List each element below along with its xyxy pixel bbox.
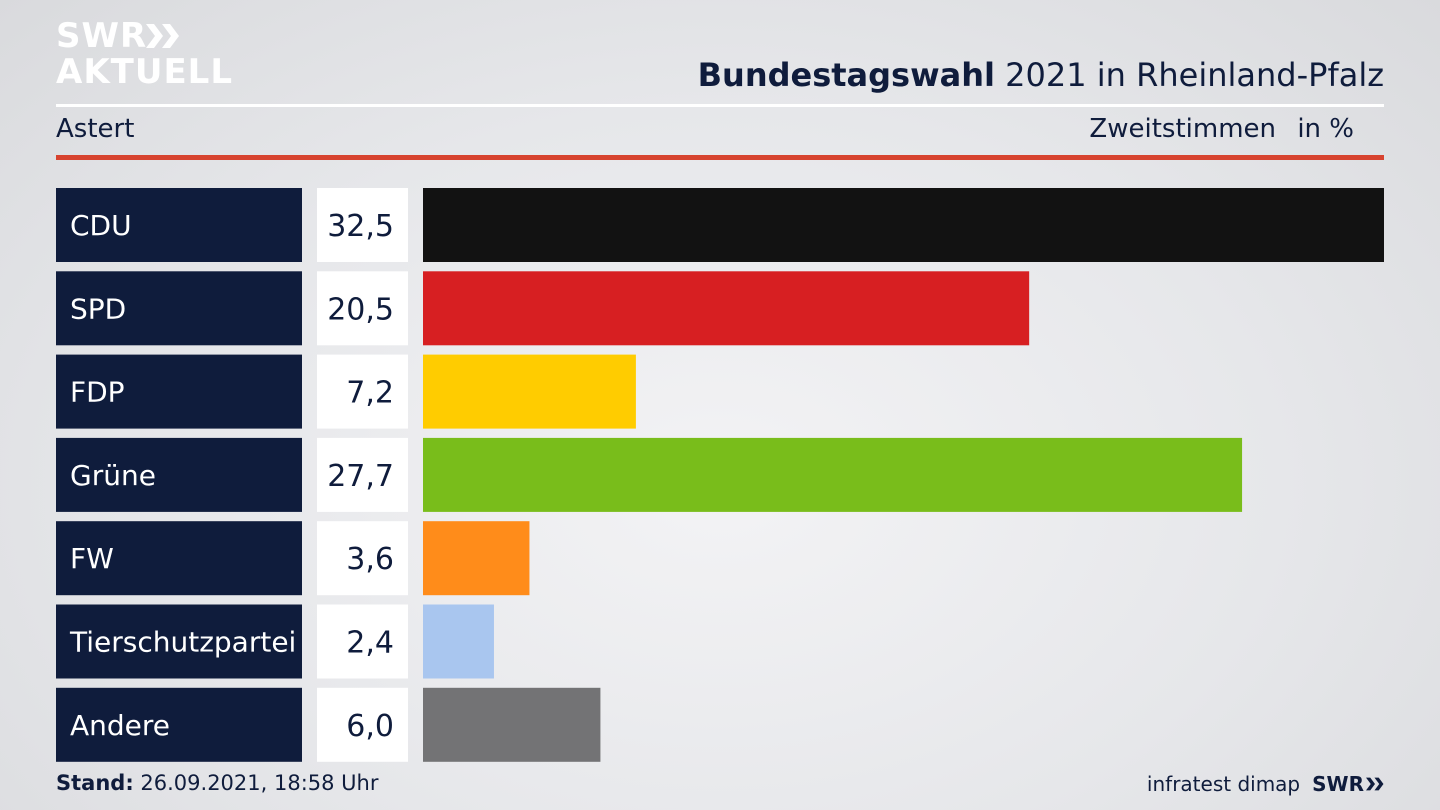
timestamp: Stand: 26.09.2021, 18:58 Uhr [56, 771, 379, 795]
double-chevron-icon [146, 24, 179, 48]
value-label-box [317, 271, 408, 346]
party-label-box [56, 521, 302, 596]
value-label-box [317, 437, 408, 512]
value-label-box [317, 604, 408, 679]
value-label-box [317, 521, 408, 596]
party-label: Tierschutzpartei [69, 626, 296, 659]
value-label: 7,2 [346, 376, 394, 411]
party-label-box [56, 271, 302, 346]
party-label-box [56, 354, 302, 429]
bar [423, 354, 636, 429]
value-label-box [317, 354, 408, 429]
header-divider [56, 104, 1384, 107]
metric-label: Zweitstimmen [1089, 114, 1276, 144]
party-label-box [56, 188, 302, 262]
stand-value: 26.09.2021, 18:58 Uhr [133, 771, 379, 795]
bar [423, 687, 601, 762]
region-label: Astert [56, 114, 135, 144]
value-label-box [317, 188, 408, 262]
logo-swr-text: SWR [56, 16, 148, 56]
party-label: SPD [70, 292, 126, 325]
value-label: 2,4 [346, 626, 394, 661]
value-label: 3,6 [346, 542, 394, 577]
bar [423, 437, 1243, 512]
accent-divider [56, 155, 1384, 160]
stand-label: Stand: [56, 771, 134, 795]
bar [423, 604, 494, 679]
swr-brand-text: SWR [1312, 772, 1364, 796]
source-credit: infratest dimap SWR [1147, 772, 1384, 796]
bar [423, 271, 1030, 346]
chart-title: Bundestagswahl 2021 in Rheinland-Pfalz [698, 56, 1384, 94]
unit-label: in % [1297, 114, 1354, 144]
source-label: infratest dimap [1146, 772, 1301, 796]
party-label: FDP [70, 376, 125, 409]
party-label: FW [70, 542, 114, 575]
party-label: Andere [70, 709, 170, 742]
bar [423, 521, 530, 596]
swr-brand: SWR [1312, 772, 1384, 796]
value-label: 20,5 [327, 292, 394, 327]
double-chevron-small-icon [1366, 777, 1384, 791]
swr-aktuell-logo: SWR AKTUELL [56, 16, 232, 92]
logo-aktuell-text: AKTUELL [56, 52, 234, 92]
value-label: 6,0 [346, 709, 394, 744]
value-label: 27,7 [327, 459, 394, 494]
title-rest: 2021 in Rheinland-Pfalz [995, 56, 1384, 94]
party-label-box [56, 604, 302, 679]
value-label-box [317, 687, 408, 762]
value-label: 32,5 [327, 209, 394, 244]
title-bold: Bundestagswahl [697, 56, 995, 94]
bar [423, 188, 1384, 262]
party-label-box [56, 687, 302, 762]
party-label-box [56, 437, 302, 512]
party-label: CDU [70, 209, 132, 242]
party-label: Grüne [70, 459, 156, 492]
